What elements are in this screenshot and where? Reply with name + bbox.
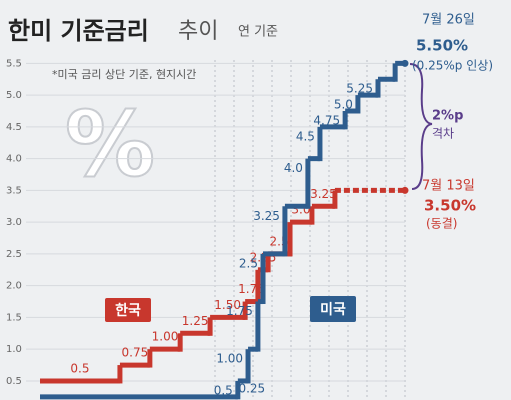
kr-date: 7월 13일 <box>422 179 475 194</box>
legend-label: 미국 <box>320 302 346 318</box>
value-label: 0.75 <box>122 346 149 360</box>
y-tick-label: 0.5 <box>6 376 22 387</box>
y-tick-label: 2.0 <box>6 281 22 292</box>
value-label: 3.25 <box>253 209 280 223</box>
value-label: 0.25 <box>238 381 265 395</box>
y-tick-label: 5.5 <box>6 58 22 69</box>
value-label: 2.5 <box>239 256 258 270</box>
value-label: 0.5 <box>214 383 233 397</box>
y-tick-label: 3.0 <box>6 217 22 228</box>
chart-title-suffix: 추이 <box>178 19 218 44</box>
gap-value: 2%p <box>432 109 463 124</box>
legend-label: 한국 <box>115 303 141 319</box>
gap-label: 격차 <box>432 127 454 141</box>
us-rate: 5.50% <box>416 37 468 55</box>
watermark: % <box>65 92 155 197</box>
value-label: 1.75 <box>226 304 253 318</box>
value-label: 1.25 <box>182 314 209 328</box>
legend-swatch <box>310 296 356 322</box>
end-dot <box>401 186 409 194</box>
y-tick-label: 1.0 <box>6 344 22 355</box>
chart-subtitle: 연 기준 <box>238 25 278 40</box>
note: *미국 금리 상단 기준, 현지시간 <box>52 68 196 81</box>
y-tick-label: 4.0 <box>6 154 22 165</box>
value-label: 1.00 <box>216 352 243 366</box>
end-dot <box>401 59 409 67</box>
y-tick-label: 4.5 <box>6 122 22 133</box>
value-label: 4.5 <box>296 129 315 143</box>
value-label: 5.25 <box>346 82 373 96</box>
value-label: 1.00 <box>152 330 179 344</box>
legend-swatch <box>105 298 151 322</box>
y-tick-label: 3.5 <box>6 185 22 196</box>
value-label: 3.25 <box>310 187 337 201</box>
y-tick-label: 2.5 <box>6 249 22 260</box>
y-tick-label: 1.5 <box>6 312 22 323</box>
value-label: 0.5 <box>70 361 89 375</box>
value-label: 1.50 <box>214 298 241 312</box>
us-change: (0.25%p 인상) <box>412 59 493 73</box>
us-date: 7월 26일 <box>422 13 475 28</box>
gap-bracket <box>409 63 433 190</box>
kr-change: (동결) <box>426 217 457 231</box>
value-label: 1.75 <box>238 282 265 296</box>
value-label: 4.75 <box>313 113 340 127</box>
value-label: 5.0 <box>334 98 353 112</box>
y-tick-label: 5.0 <box>6 90 22 101</box>
chart-title: 한미 기준금리 <box>8 17 149 45</box>
value-label: 4.0 <box>284 161 303 175</box>
kr-rate: 3.50% <box>424 197 476 215</box>
